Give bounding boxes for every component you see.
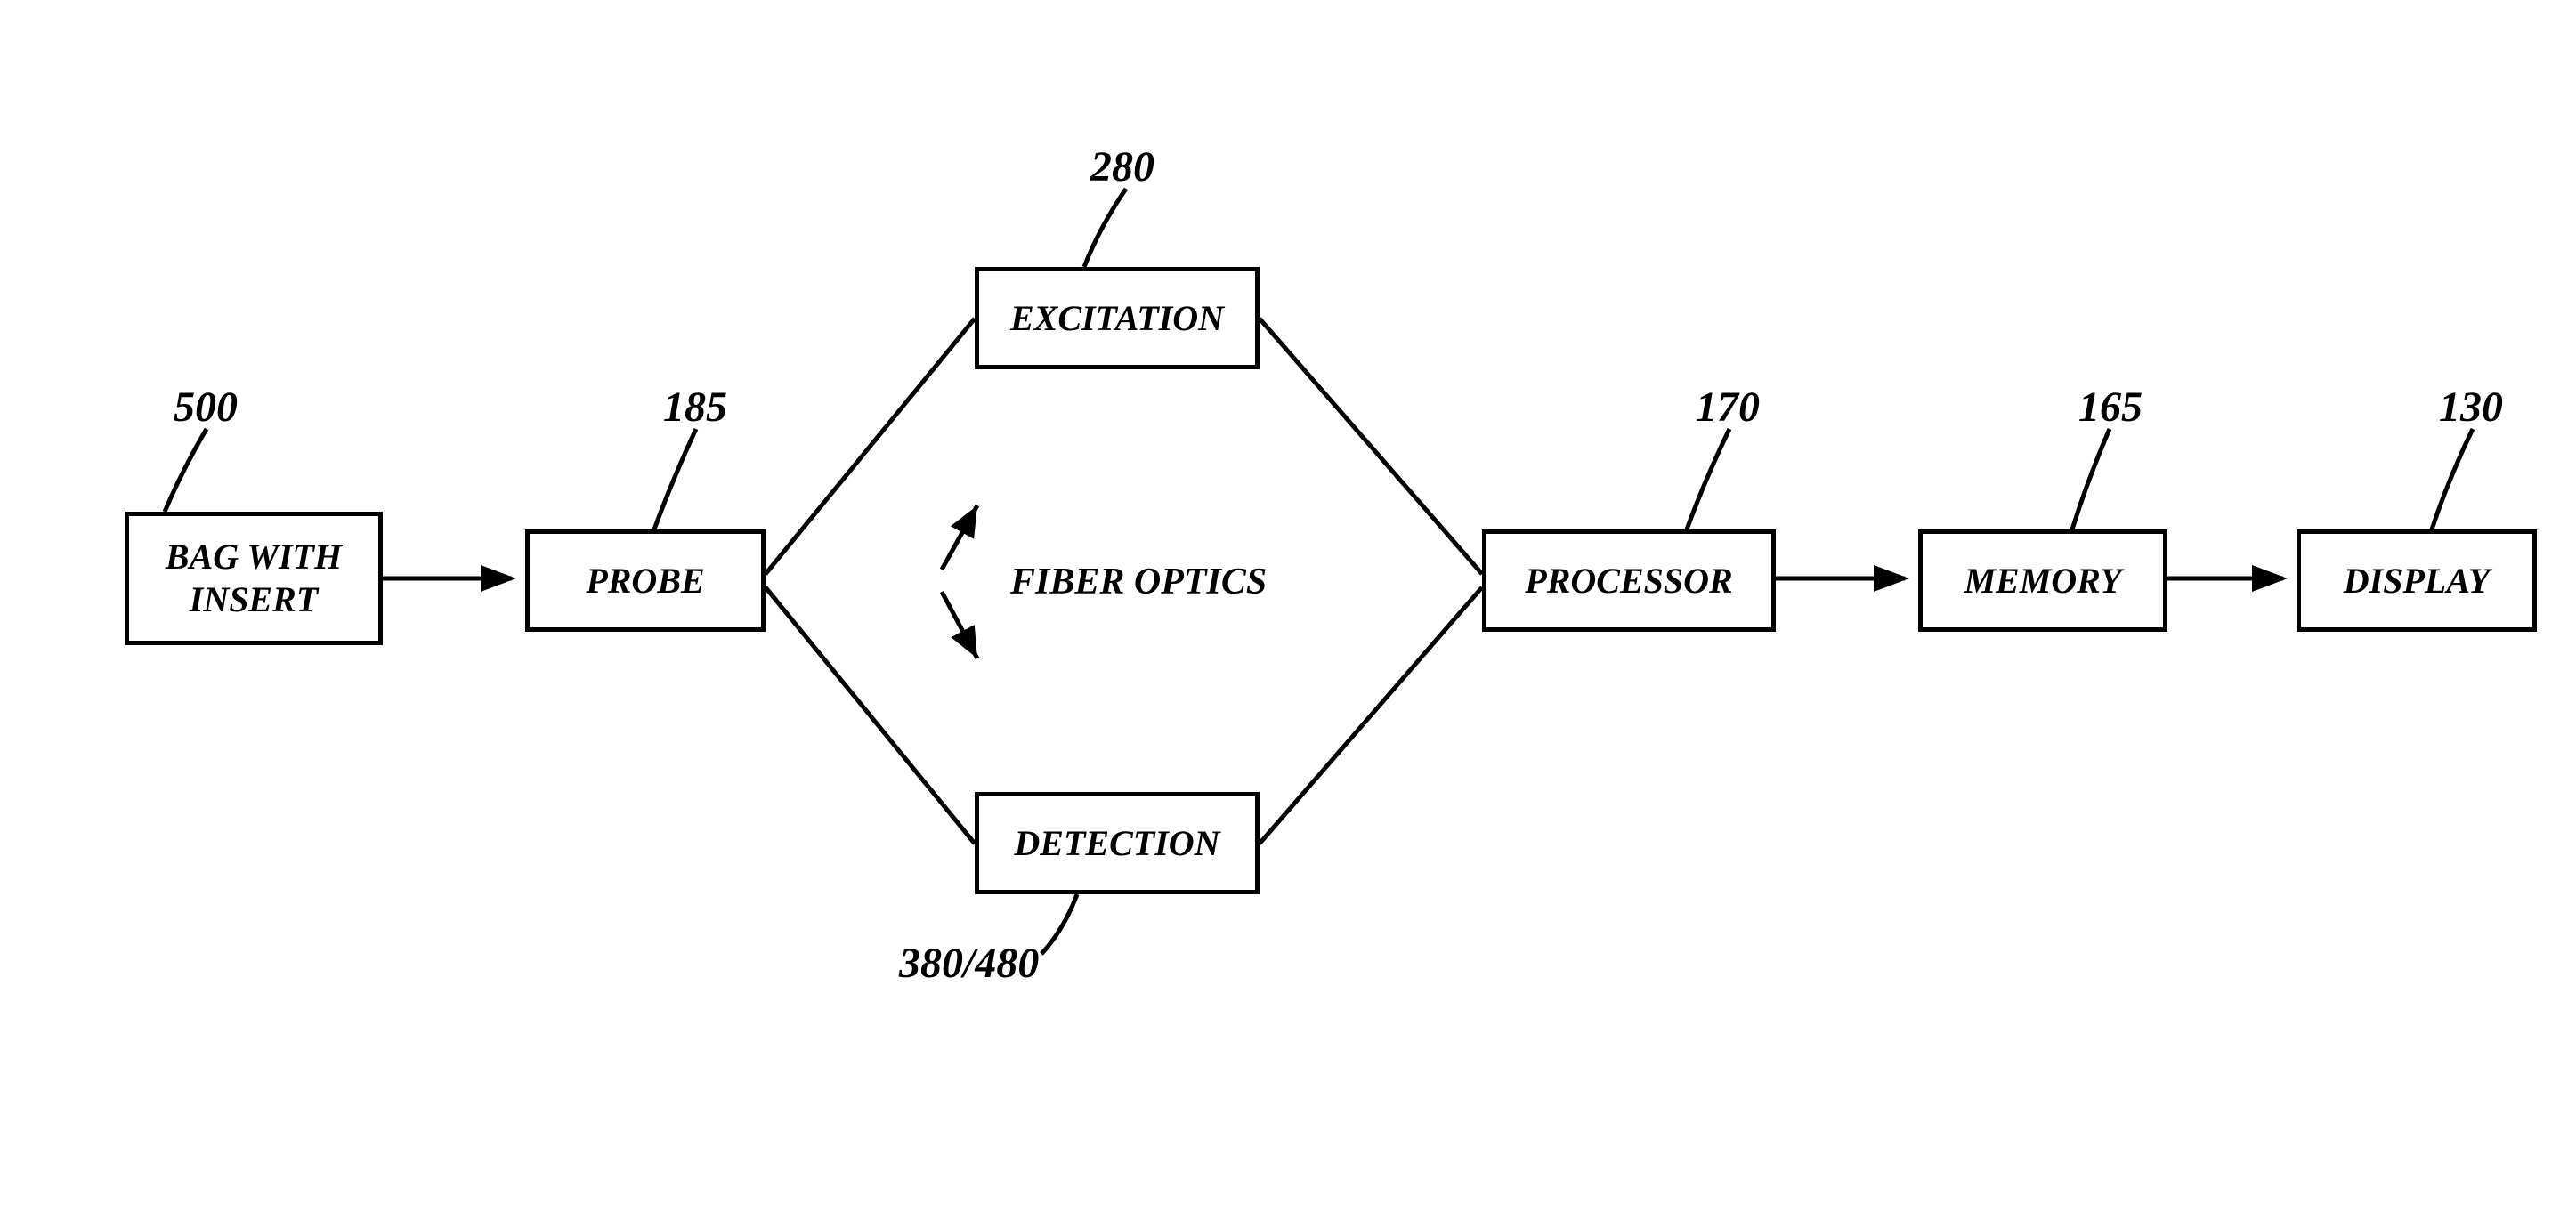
ref-label-display: 130 xyxy=(2439,383,2503,432)
node-detection: DETECTION xyxy=(975,792,1260,894)
node-label: MEMORY xyxy=(1964,560,2121,602)
ref-label-memory: 165 xyxy=(2078,383,2143,432)
edge-excitation-processor xyxy=(1260,319,1482,574)
leader-display xyxy=(2432,429,2473,529)
ref-label-detection: 380/480 xyxy=(899,939,1039,988)
edge-probe-detection xyxy=(766,587,975,844)
leader-probe xyxy=(654,429,696,529)
leader-excitation xyxy=(1084,189,1126,267)
fiber-optics-arrow-up xyxy=(942,505,977,570)
node-label: PROBE xyxy=(586,560,704,602)
node-label: EXCITATION xyxy=(1010,297,1224,340)
node-bag-with-insert: BAG WITH INSERT xyxy=(125,512,383,645)
ref-label-probe: 185 xyxy=(663,383,727,432)
ref-label-processor: 170 xyxy=(1696,383,1760,432)
leader-memory xyxy=(2072,429,2110,529)
leader-processor xyxy=(1687,429,1729,529)
leader-detection xyxy=(1041,894,1077,954)
node-display: DISPLAY xyxy=(2297,529,2537,632)
ref-label-bag: 500 xyxy=(174,383,238,432)
node-label: BAG WITH INSERT xyxy=(166,536,342,621)
node-memory: MEMORY xyxy=(1918,529,2167,632)
node-label: DETECTION xyxy=(1014,822,1219,865)
flowchart-diagram: BAG WITH INSERT PROBE EXCITATION DETECTI… xyxy=(0,0,2576,1228)
node-label: DISPLAY xyxy=(2344,560,2490,602)
fiber-optics-arrow-down xyxy=(942,592,977,658)
ref-label-excitation: 280 xyxy=(1090,142,1154,191)
node-probe: PROBE xyxy=(525,529,766,632)
edges-svg xyxy=(0,0,2576,1228)
node-excitation: EXCITATION xyxy=(975,267,1260,369)
edge-probe-excitation xyxy=(766,319,975,574)
fiber-optics-label: FIBER OPTICS xyxy=(1010,561,1267,603)
node-label: PROCESSOR xyxy=(1525,560,1732,602)
edge-detection-processor xyxy=(1260,587,1482,844)
node-processor: PROCESSOR xyxy=(1482,529,1776,632)
leader-bag xyxy=(165,429,207,512)
